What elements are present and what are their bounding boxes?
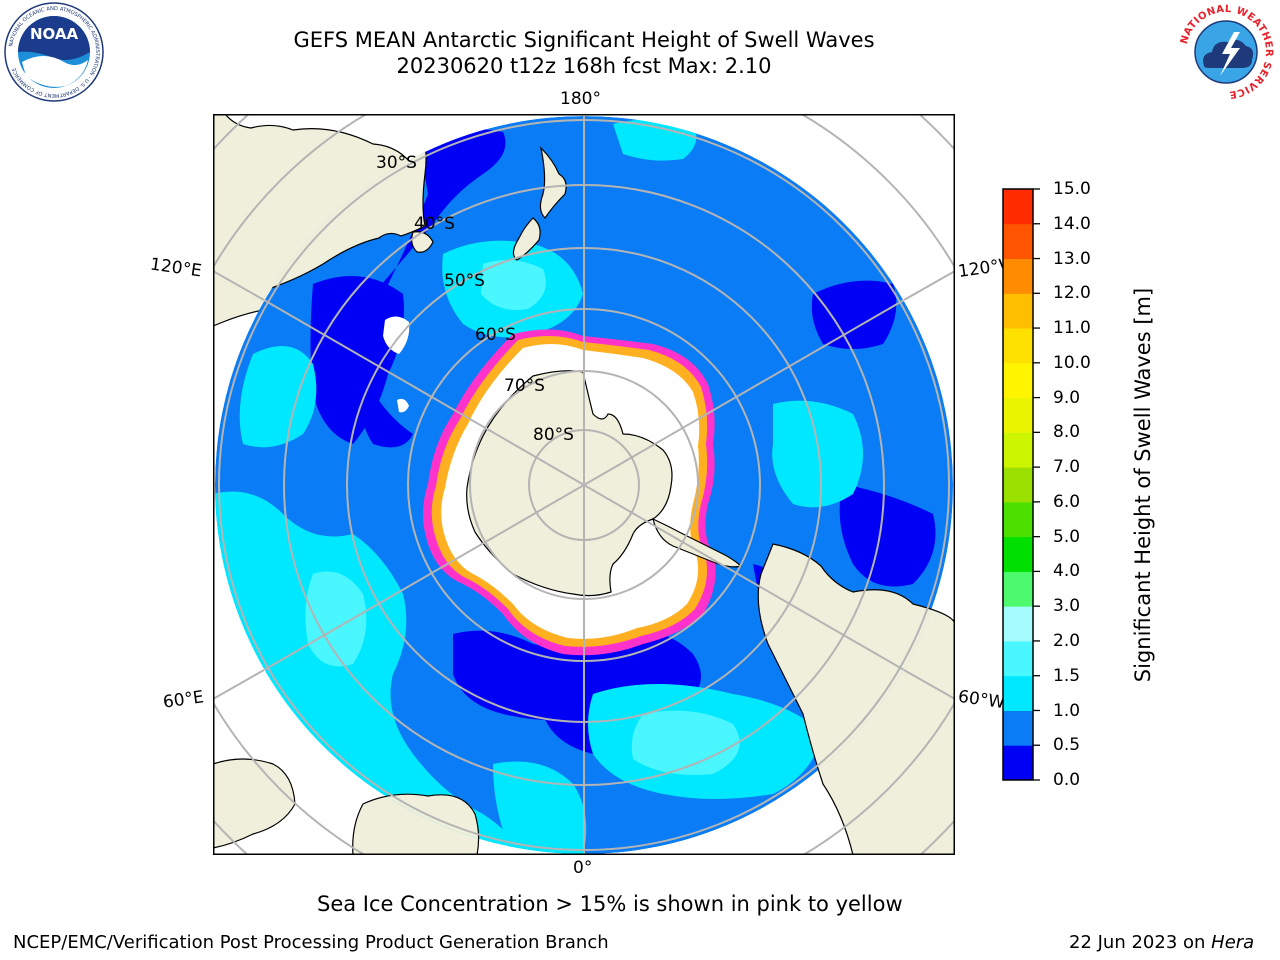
lat-label-80s: 80°S [533, 425, 574, 445]
lat-label-60s: 60°S [475, 325, 516, 345]
noaa-logo: NOAA NATIONAL OCEANIC AND ATMOSPHERIC AD… [4, 2, 104, 102]
colorbar-band [1003, 675, 1033, 711]
colorbar-band [1003, 432, 1033, 468]
lon-label-120e: 120°E [148, 254, 203, 282]
new-zealand [512, 146, 567, 261]
footer-host: Hera [1211, 932, 1255, 953]
colorbar-band [1003, 328, 1033, 364]
colorbar-tick-label: 15.0 [1053, 179, 1091, 199]
colorbar-tick-label: 13.0 [1053, 248, 1091, 269]
colorbar-bands [1003, 189, 1033, 781]
colorbar-tick-label: 4.0 [1053, 561, 1081, 582]
nws-logo: NATIONAL WEATHER SERVICE [1177, 3, 1275, 101]
footer-date-text: 22 Jun 2023 on [1069, 932, 1212, 953]
map-title: GEFS MEAN Antarctic Significant Height o… [293, 28, 875, 52]
colorbar-band [1003, 189, 1033, 225]
colorbar-band [1003, 223, 1033, 260]
colorbar-tick-label: 14.0 [1053, 213, 1091, 234]
lon-label-0: 0° [573, 858, 593, 878]
colorbar-tick-label: 5.0 [1053, 526, 1081, 547]
colorbar-tick-label: 11.0 [1053, 318, 1091, 339]
colorbar-tick-label: 9.0 [1053, 387, 1081, 408]
map-subtitle: 20230620 t12z 168h fcst Max: 2.10 [396, 54, 772, 78]
colorbar-tick-label: 2.0 [1053, 630, 1081, 651]
lat-label-40s: 40°S [414, 214, 455, 234]
lon-label-60e: 60°E [161, 687, 206, 713]
colorbar-band [1003, 293, 1033, 329]
colorbar-band [1003, 606, 1033, 642]
colorbar-band [1003, 710, 1033, 746]
swell-high-regions [305, 260, 740, 775]
colorbar-band [1003, 640, 1033, 677]
colorbar-band [1003, 258, 1033, 294]
colorbar-tick-marks [1033, 188, 1040, 781]
colorbar-tick-label: 1.5 [1053, 665, 1081, 686]
colorbar-band [1003, 397, 1033, 433]
colorbar-label: Significant Height of Swell Waves [m] [1131, 287, 1155, 683]
colorbar-band [1003, 501, 1033, 538]
outer-graticule [213, 114, 955, 855]
colorbar [1002, 188, 1040, 781]
colorbar-tick-label: 12.0 [1053, 283, 1091, 304]
colorbar-tick-label: 8.0 [1053, 422, 1081, 443]
footer-date: 22 Jun 2023 on Hera [1069, 932, 1254, 954]
colorbar-tick-label: 0.0 [1053, 770, 1081, 790]
lat-label-50s: 50°S [444, 271, 485, 291]
colorbar-band [1003, 467, 1033, 503]
colorbar-tick-label: 6.0 [1053, 491, 1081, 512]
colorbar-tick-label: 10.0 [1053, 352, 1091, 373]
lat-label-30s: 30°S [376, 153, 417, 173]
colorbar-tick-label: 1.0 [1053, 700, 1081, 721]
colorbar-tick-label: 3.0 [1053, 596, 1081, 617]
lat-label-70s: 70°S [504, 376, 545, 396]
colorbar-frame [1002, 188, 1034, 781]
colorbar-tick-label: 0.5 [1053, 735, 1081, 756]
lon-label-60w: 60°W [956, 686, 1007, 714]
footer-credit: NCEP/EMC/Verification Post Processing Pr… [13, 932, 609, 953]
polar-map [213, 114, 955, 855]
lon-label-180: 180° [560, 89, 601, 109]
map-frame [213, 114, 955, 855]
antarctica [466, 370, 673, 597]
noaa-logo-text: NOAA [30, 25, 79, 43]
graticule [218, 116, 950, 854]
colorbar-band [1003, 571, 1033, 607]
no-data-patches [383, 316, 410, 413]
colorbar-tick-label: 7.0 [1053, 457, 1081, 478]
sea-ice-note: Sea Ice Concentration > 15% is shown in … [317, 892, 903, 916]
colorbar-band [1003, 536, 1033, 572]
colorbar-band [1003, 362, 1033, 399]
colorbar-band [1003, 745, 1033, 781]
